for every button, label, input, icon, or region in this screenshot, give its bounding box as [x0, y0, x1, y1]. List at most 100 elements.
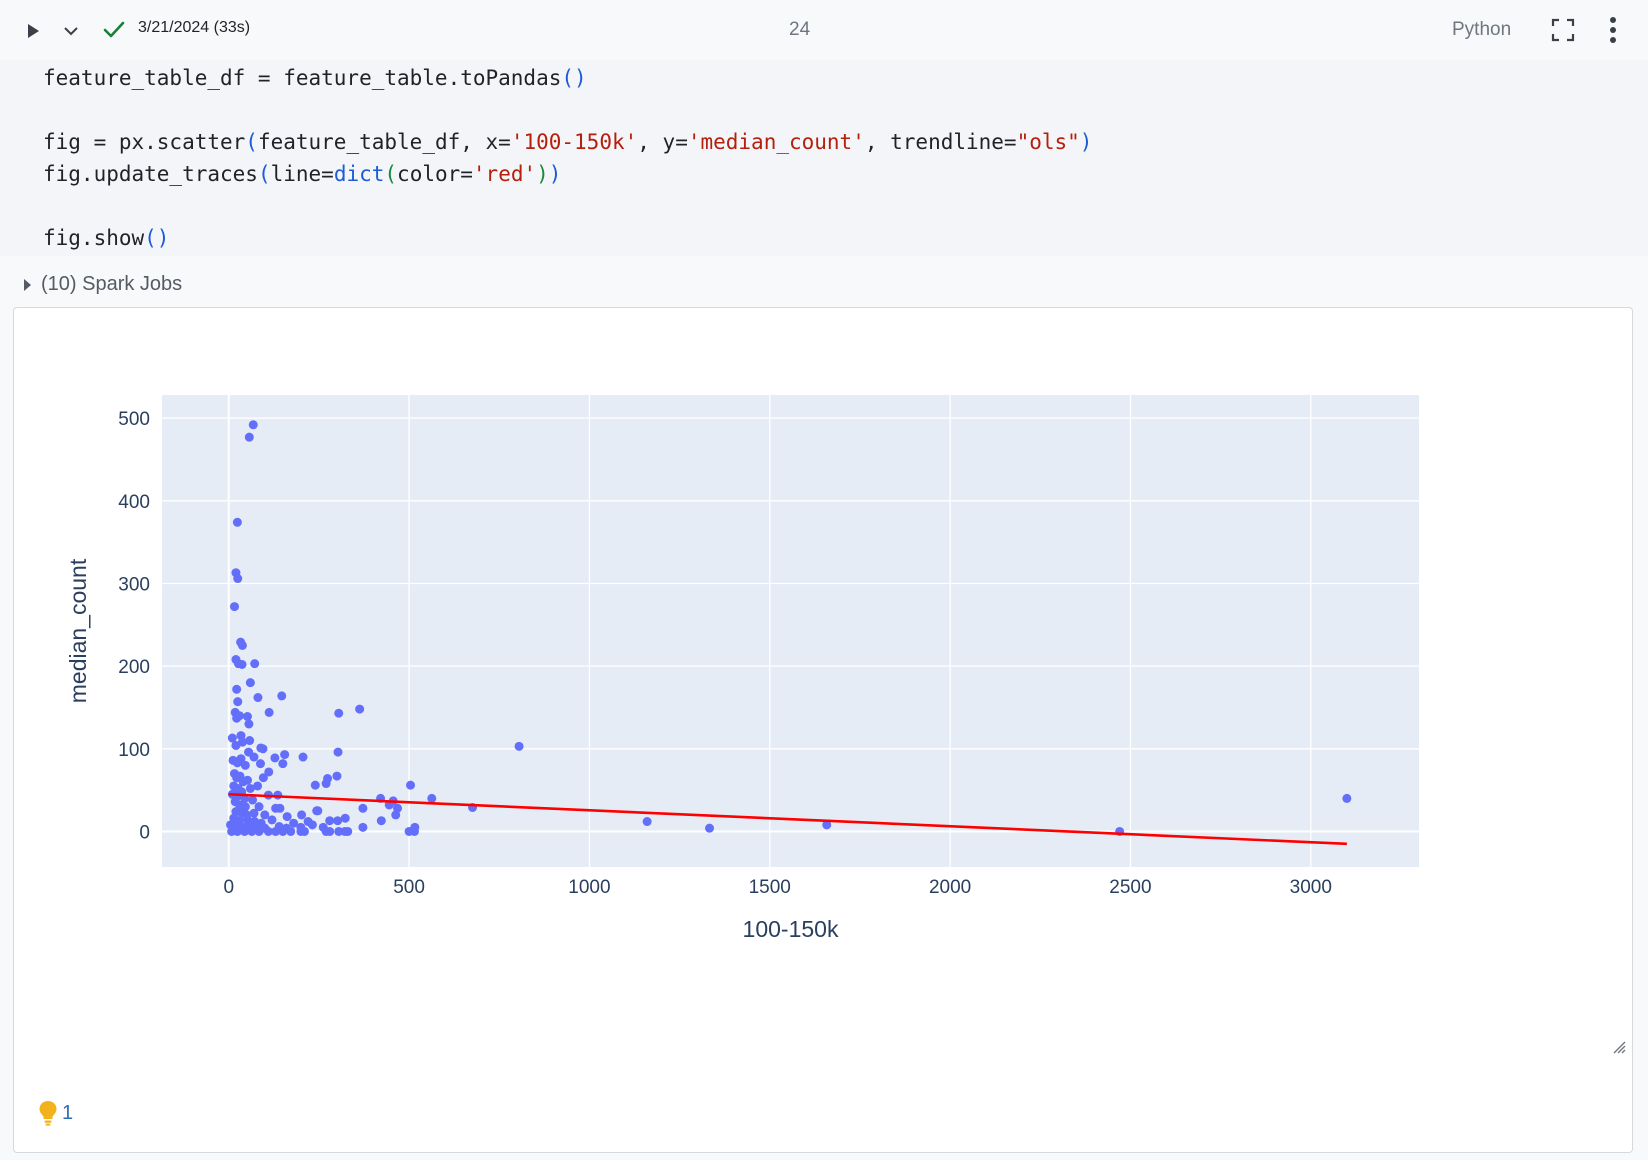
data-point	[232, 826, 242, 836]
language-selector[interactable]: Python	[1452, 19, 1512, 40]
check-icon	[103, 21, 125, 38]
data-point	[307, 820, 317, 830]
data-point	[245, 783, 255, 793]
data-point	[343, 826, 353, 836]
data-point	[237, 659, 247, 669]
data-point	[298, 752, 308, 762]
data-point	[232, 517, 242, 527]
data-point	[312, 806, 322, 816]
data-point	[334, 708, 344, 718]
data-point	[286, 826, 296, 836]
chevron-down-icon[interactable]	[60, 20, 82, 42]
data-point	[705, 823, 715, 833]
data-point	[248, 795, 258, 805]
y-tick-label: 100	[118, 740, 150, 761]
data-point	[297, 810, 307, 820]
y-tick-label: 300	[118, 574, 150, 595]
data-point	[248, 420, 258, 430]
data-point	[242, 775, 252, 785]
code-line-1: feature_table_df = feature_table.toPanda…	[43, 66, 587, 90]
data-point	[227, 733, 237, 743]
data-point	[333, 747, 343, 757]
code-line-6: fig.show()	[43, 226, 170, 250]
resize-handle-icon[interactable]	[1612, 1040, 1626, 1054]
data-point	[514, 741, 524, 751]
data-point	[244, 432, 254, 442]
caret-right-icon	[24, 279, 31, 291]
cell-number: 24	[789, 19, 811, 40]
data-point	[249, 752, 259, 762]
data-point	[245, 736, 255, 746]
data-point	[240, 760, 250, 770]
data-point	[260, 810, 270, 820]
data-point	[267, 815, 277, 825]
data-point	[264, 707, 274, 717]
data-point	[358, 822, 368, 832]
data-point	[278, 759, 288, 769]
x-tick-label: 3000	[1290, 877, 1332, 898]
data-point	[249, 808, 259, 818]
x-tick-label: 1500	[749, 877, 791, 898]
code-line-3: fig = px.scatter(feature_table_df, x='10…	[43, 130, 1093, 154]
data-point	[255, 759, 265, 769]
code-line-4: fig.update_traces(line=dict(color='red')…	[43, 162, 562, 186]
data-point	[240, 826, 250, 836]
scatter-plot[interactable]: 0 500 1000 1500 2000 2500 3000 0 100 200 300 400 500…	[14, 308, 1634, 1154]
x-axis-title: 100-150k	[743, 916, 839, 942]
data-point	[321, 779, 331, 789]
data-point	[253, 781, 263, 791]
data-point	[289, 818, 299, 828]
data-point	[409, 826, 419, 836]
data-point	[391, 810, 401, 820]
y-tick-label: 400	[118, 492, 150, 513]
data-point	[237, 737, 247, 747]
more-vertical-icon[interactable]	[1606, 16, 1620, 44]
x-tick-label: 2500	[1109, 877, 1151, 898]
data-point	[254, 826, 264, 836]
data-point	[642, 817, 652, 827]
expand-icon[interactable]	[1550, 17, 1576, 43]
data-point	[254, 802, 264, 812]
y-tick-label: 200	[118, 657, 150, 678]
plot-background	[162, 395, 1419, 867]
cell-toolbar: 3/21/2024 (33s) 24 Python	[0, 0, 1648, 60]
data-point	[299, 826, 309, 836]
data-point	[264, 767, 274, 777]
data-point	[406, 780, 416, 790]
y-axis-title: median_count	[65, 558, 91, 703]
x-tick-label: 500	[393, 877, 425, 898]
data-point	[376, 816, 386, 826]
data-point	[244, 719, 254, 729]
data-point	[233, 697, 243, 707]
run-status-text: 3/21/2024 (33s)	[138, 19, 251, 36]
data-point	[240, 802, 250, 812]
data-point	[277, 691, 287, 701]
data-point	[332, 771, 342, 781]
data-point	[822, 820, 832, 830]
x-tick-label: 1000	[568, 877, 610, 898]
x-tick-label: 2000	[929, 877, 971, 898]
play-icon[interactable]	[22, 20, 44, 42]
data-point	[310, 780, 320, 790]
data-point	[333, 816, 343, 826]
spark-jobs-label: (10) Spark Jobs	[41, 273, 183, 295]
data-point	[280, 750, 290, 760]
data-point	[263, 826, 273, 836]
data-point	[358, 803, 368, 813]
x-tick-label: 0	[223, 877, 234, 898]
data-point	[233, 574, 243, 584]
data-point	[250, 659, 260, 669]
code-editor[interactable]: feature_table_df = feature_table.toPanda…	[0, 60, 1648, 256]
data-point	[271, 826, 281, 836]
data-point	[1342, 793, 1352, 803]
data-point	[232, 684, 242, 694]
y-tick-label: 0	[139, 822, 150, 843]
data-point	[325, 826, 335, 836]
output-panel: 0 500 1000 1500 2000 2500 3000 0 100 200 300 400 500…	[13, 307, 1633, 1153]
data-point	[270, 753, 280, 763]
data-point	[232, 758, 242, 768]
data-point	[253, 693, 263, 703]
data-point	[242, 712, 252, 722]
data-point	[282, 812, 292, 822]
